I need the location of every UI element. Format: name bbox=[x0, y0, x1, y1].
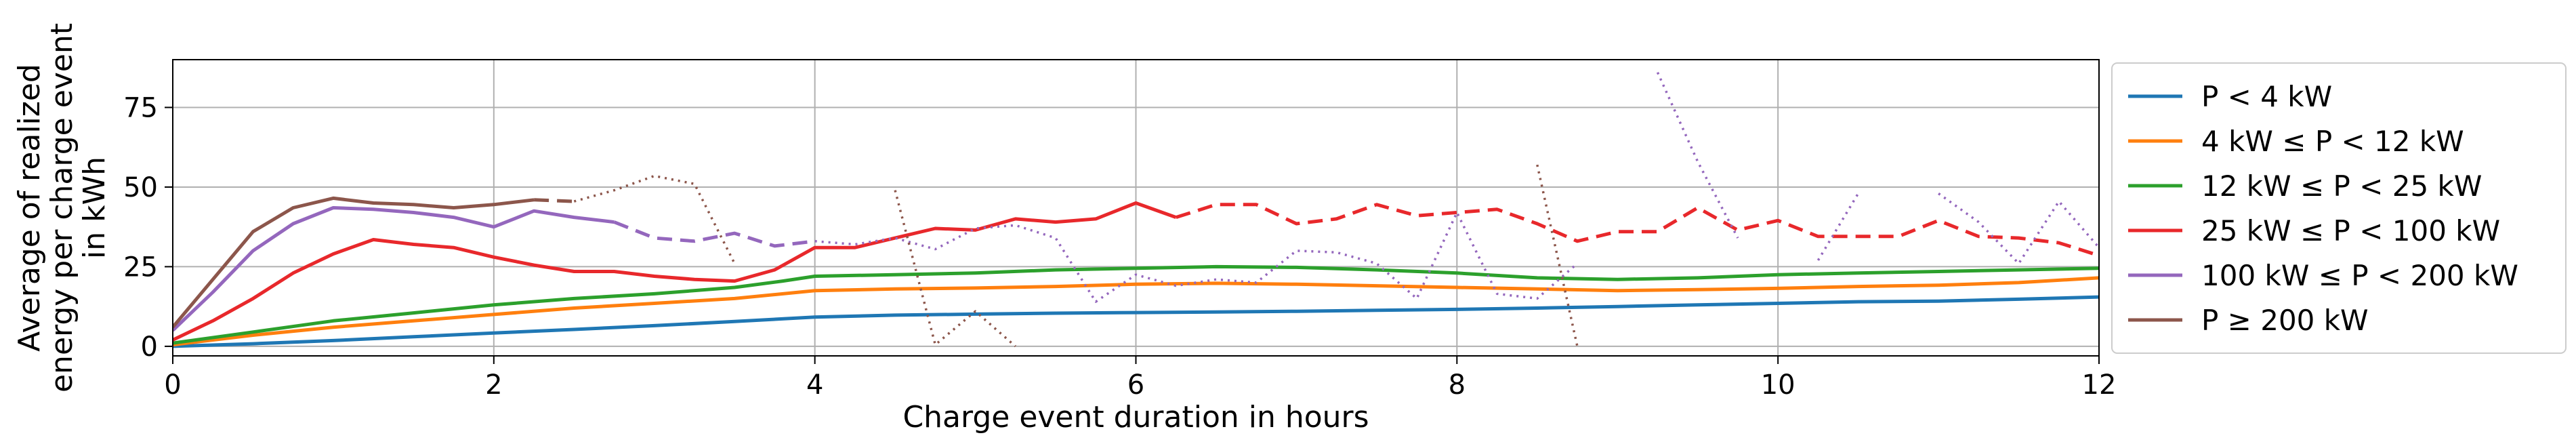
series-line-dotted bbox=[573, 174, 736, 264]
series-4 bbox=[173, 72, 2099, 332]
series-0 bbox=[173, 295, 2099, 348]
series-line-dotted bbox=[894, 190, 1016, 348]
x-tick-label: 6 bbox=[1127, 369, 1144, 401]
series-line-solid bbox=[173, 206, 615, 332]
grid bbox=[172, 60, 2100, 356]
y-axis-label-line: Average of realized bbox=[12, 64, 47, 352]
y-axis-label-line: in kWh bbox=[77, 157, 112, 259]
y-tick-label: 50 bbox=[123, 172, 158, 203]
legend-label: 25 kW ≤ P < 100 kW bbox=[2201, 214, 2500, 247]
series-line-dotted bbox=[814, 211, 1579, 303]
ticks: 0 2 4 6 8 10 12 0 25 50 75 bbox=[123, 92, 2116, 401]
x-tick-label: 4 bbox=[806, 369, 823, 401]
x-tick-label: 12 bbox=[2082, 369, 2117, 401]
series-line-solid bbox=[173, 201, 1177, 342]
series-2 bbox=[173, 264, 2099, 345]
x-tick-label: 8 bbox=[1449, 369, 1466, 401]
series-1 bbox=[173, 276, 2099, 347]
x-tick-label: 10 bbox=[1761, 369, 1795, 401]
series-line-solid bbox=[173, 196, 535, 329]
series-line-solid bbox=[173, 295, 2099, 348]
y-tick-label: 75 bbox=[123, 92, 158, 123]
series-5 bbox=[173, 164, 1579, 348]
x-tick-label: 0 bbox=[164, 369, 181, 401]
series-3 bbox=[173, 201, 2099, 342]
legend-box bbox=[2111, 62, 2567, 354]
series-line-solid bbox=[173, 276, 2099, 347]
legend-label: 100 kW ≤ P < 200 kW bbox=[2201, 259, 2518, 292]
y-tick-label: 0 bbox=[141, 331, 158, 363]
series-line-dashed bbox=[534, 198, 575, 203]
y-tick-label: 25 bbox=[123, 251, 158, 283]
legend-label: 4 kW ≤ P < 12 kW bbox=[2201, 125, 2464, 158]
x-tick-label: 2 bbox=[485, 369, 502, 401]
series-line-dashed bbox=[1175, 203, 2099, 258]
series-line-dashed bbox=[613, 220, 815, 248]
series-layer bbox=[173, 72, 2099, 348]
legend-label: P < 4 kW bbox=[2201, 80, 2332, 113]
series-line-solid bbox=[173, 264, 2099, 345]
legend: P < 4 kW 4 kW ≤ P < 12 kW 12 kW ≤ P < 25 k… bbox=[2111, 62, 2567, 354]
x-axis-label: Charge event duration in hours bbox=[902, 400, 1369, 435]
y-axis-label-line: energy per charge event bbox=[45, 23, 79, 392]
legend-label: P ≥ 200 kW bbox=[2201, 304, 2369, 337]
legend-label: 12 kW ≤ P < 25 kW bbox=[2201, 169, 2482, 203]
